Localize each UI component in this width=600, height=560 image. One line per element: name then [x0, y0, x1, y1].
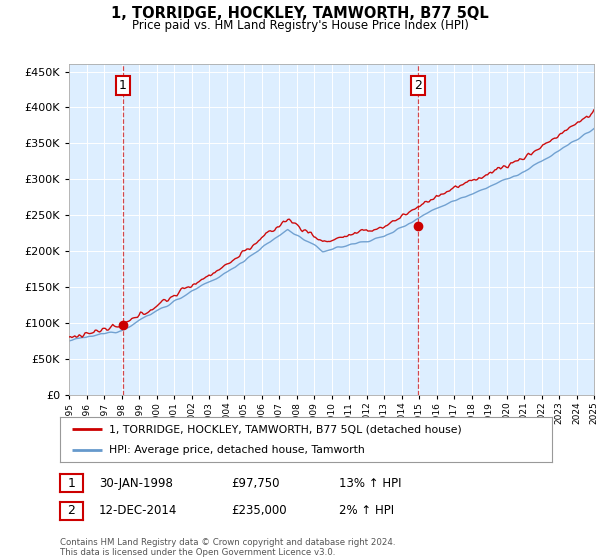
Text: HPI: Average price, detached house, Tamworth: HPI: Average price, detached house, Tamw… — [109, 445, 365, 455]
Text: 1, TORRIDGE, HOCKLEY, TAMWORTH, B77 5QL (detached house): 1, TORRIDGE, HOCKLEY, TAMWORTH, B77 5QL … — [109, 424, 462, 435]
Text: £235,000: £235,000 — [231, 504, 287, 517]
Text: 1: 1 — [67, 477, 76, 490]
Text: 2% ↑ HPI: 2% ↑ HPI — [339, 504, 394, 517]
Text: 1, TORRIDGE, HOCKLEY, TAMWORTH, B77 5QL: 1, TORRIDGE, HOCKLEY, TAMWORTH, B77 5QL — [111, 6, 489, 21]
Text: 30-JAN-1998: 30-JAN-1998 — [99, 477, 173, 490]
Text: Price paid vs. HM Land Registry's House Price Index (HPI): Price paid vs. HM Land Registry's House … — [131, 19, 469, 32]
Text: Contains HM Land Registry data © Crown copyright and database right 2024.
This d: Contains HM Land Registry data © Crown c… — [60, 538, 395, 557]
Text: £97,750: £97,750 — [231, 477, 280, 490]
Text: 2: 2 — [414, 80, 422, 92]
Text: 2: 2 — [67, 504, 76, 517]
Text: 12-DEC-2014: 12-DEC-2014 — [99, 504, 178, 517]
Text: 1: 1 — [119, 80, 127, 92]
Text: 13% ↑ HPI: 13% ↑ HPI — [339, 477, 401, 490]
